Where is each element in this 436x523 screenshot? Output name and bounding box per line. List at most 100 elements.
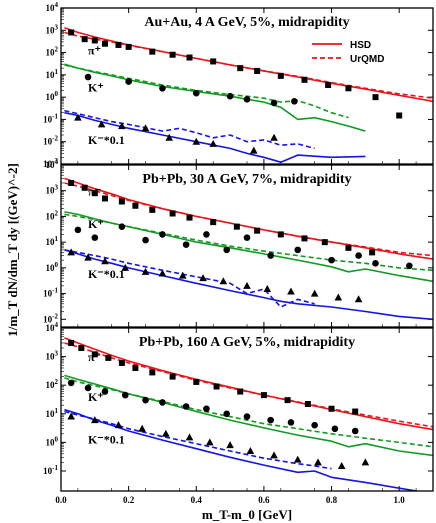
data-point-circle [74,226,82,234]
x-axis-title: m_T-m_0 [GeV] [202,507,292,522]
ytick-label: 104 [46,158,59,170]
data-point-square [277,231,284,238]
data-point-triangle [354,295,363,303]
data-point-square [301,235,308,242]
species-label: K⁺ [88,80,104,94]
data-point-square [254,67,261,74]
data-point-square [284,397,291,404]
urqmd-curve [64,182,433,257]
data-point-circle [203,231,210,238]
ytick-label: 10-1 [43,464,58,476]
xtick-label: 0.2 [123,495,135,505]
xtick-label: 0.6 [258,495,270,505]
ytick-label: 101 [46,407,59,419]
data-point-square [169,51,176,58]
data-point-square [68,179,75,186]
urqmd-curve [64,109,315,150]
data-point-triangle [141,124,150,132]
panel-frame [60,164,434,328]
data-point-triangle [165,133,174,141]
plot-layer: 10-310-210-1100101102103104π⁺K⁺K⁻*0.1Au+… [5,1,434,522]
data-point-circle [91,234,99,241]
data-point-triangle [270,133,278,141]
ytick-label: 101 [46,68,59,80]
data-point-square [149,48,156,55]
data-point-circle [243,96,251,103]
ytick-label: 104 [46,321,59,333]
data-point-square [101,195,108,202]
data-point-circle [159,84,166,92]
urqmd-curve [64,410,332,470]
data-point-circle [226,92,234,100]
panel-frame [60,327,434,492]
data-point-square [132,202,139,209]
data-point-circle [331,425,339,433]
species-label: π⁻ [88,350,101,364]
hsd-curve [64,374,433,457]
data-point-triangle [121,263,130,271]
ytick-label: 100 [46,261,59,273]
panel-2: 10-210-1100101102103104π⁻K⁺K⁻*0.1Pb+Pb, … [43,158,434,328]
ytick-label: 102 [46,46,59,58]
data-point-circle [328,256,335,264]
panel-title: Au+Au, 4 A GeV, 5%, midrapidity [144,15,349,30]
data-point-triangle [270,451,278,459]
data-point-square [149,206,156,213]
data-point-square [260,392,267,399]
data-point-square [372,94,379,101]
data-point-circle [294,246,302,254]
ytick-label: 103 [46,23,59,35]
xtick-label: 0.0 [55,495,67,505]
data-point-square [237,65,244,72]
panel-title: Pb+Pb, 160 A GeV, 5%, midrapidity [139,335,355,350]
urqmd-curve [64,213,433,272]
data-point-triangle [263,285,272,293]
data-point-circle [121,391,129,399]
data-point-square [210,219,217,226]
panel-1: 10-310-210-1100101102103104π⁺K⁺K⁻*0.1Au+… [43,1,434,169]
data-point-circle [101,388,109,395]
data-point-square [125,43,132,50]
data-point-triangle [84,253,92,261]
data-point-triangle [287,287,295,295]
data-point-circle [351,427,359,435]
ytick-label: 104 [46,1,59,13]
hsd-curve [64,63,366,132]
data-point-triangle [101,257,109,265]
data-point-circle [84,73,92,81]
data-point-circle [243,234,251,241]
data-point-square [325,82,332,89]
panel-plot-area [64,337,433,491]
data-point-circle [159,231,166,238]
data-point-square [169,210,176,217]
data-point-triangle [91,416,99,424]
data-point-triangle [337,461,346,469]
data-point-triangle [138,424,146,432]
panel-3: 10-1 100 101 102 103 104 π⁻ K⁺ K⁻*0.1 Pb+Pb, 160 … [43,321,434,492]
data-point-square [304,400,311,407]
data-point-square [345,85,352,92]
data-point-circle [182,403,190,410]
species-label: K⁺ [88,217,104,231]
data-point-triangle [246,446,255,454]
data-point-circle [287,419,295,426]
data-point-square [277,72,284,79]
data-point-square [237,388,244,395]
data-point-square [328,405,335,412]
species-label: π⁻ [88,185,101,199]
data-point-triangle [334,293,343,301]
data-point-square [369,249,376,256]
data-point-square [81,36,88,43]
urqmd-curve [64,64,349,119]
data-point-triangle [178,271,187,279]
ytick-label: 103 [46,184,59,196]
data-point-square [254,227,261,234]
data-point-triangle [199,274,207,282]
species-label: K⁻*0.1 [88,133,125,147]
data-point-square [345,244,352,251]
species-label: K⁻*0.1 [88,433,125,447]
data-point-triangle [219,277,228,285]
data-point-triangle [97,120,106,128]
data-point-square [169,373,176,380]
